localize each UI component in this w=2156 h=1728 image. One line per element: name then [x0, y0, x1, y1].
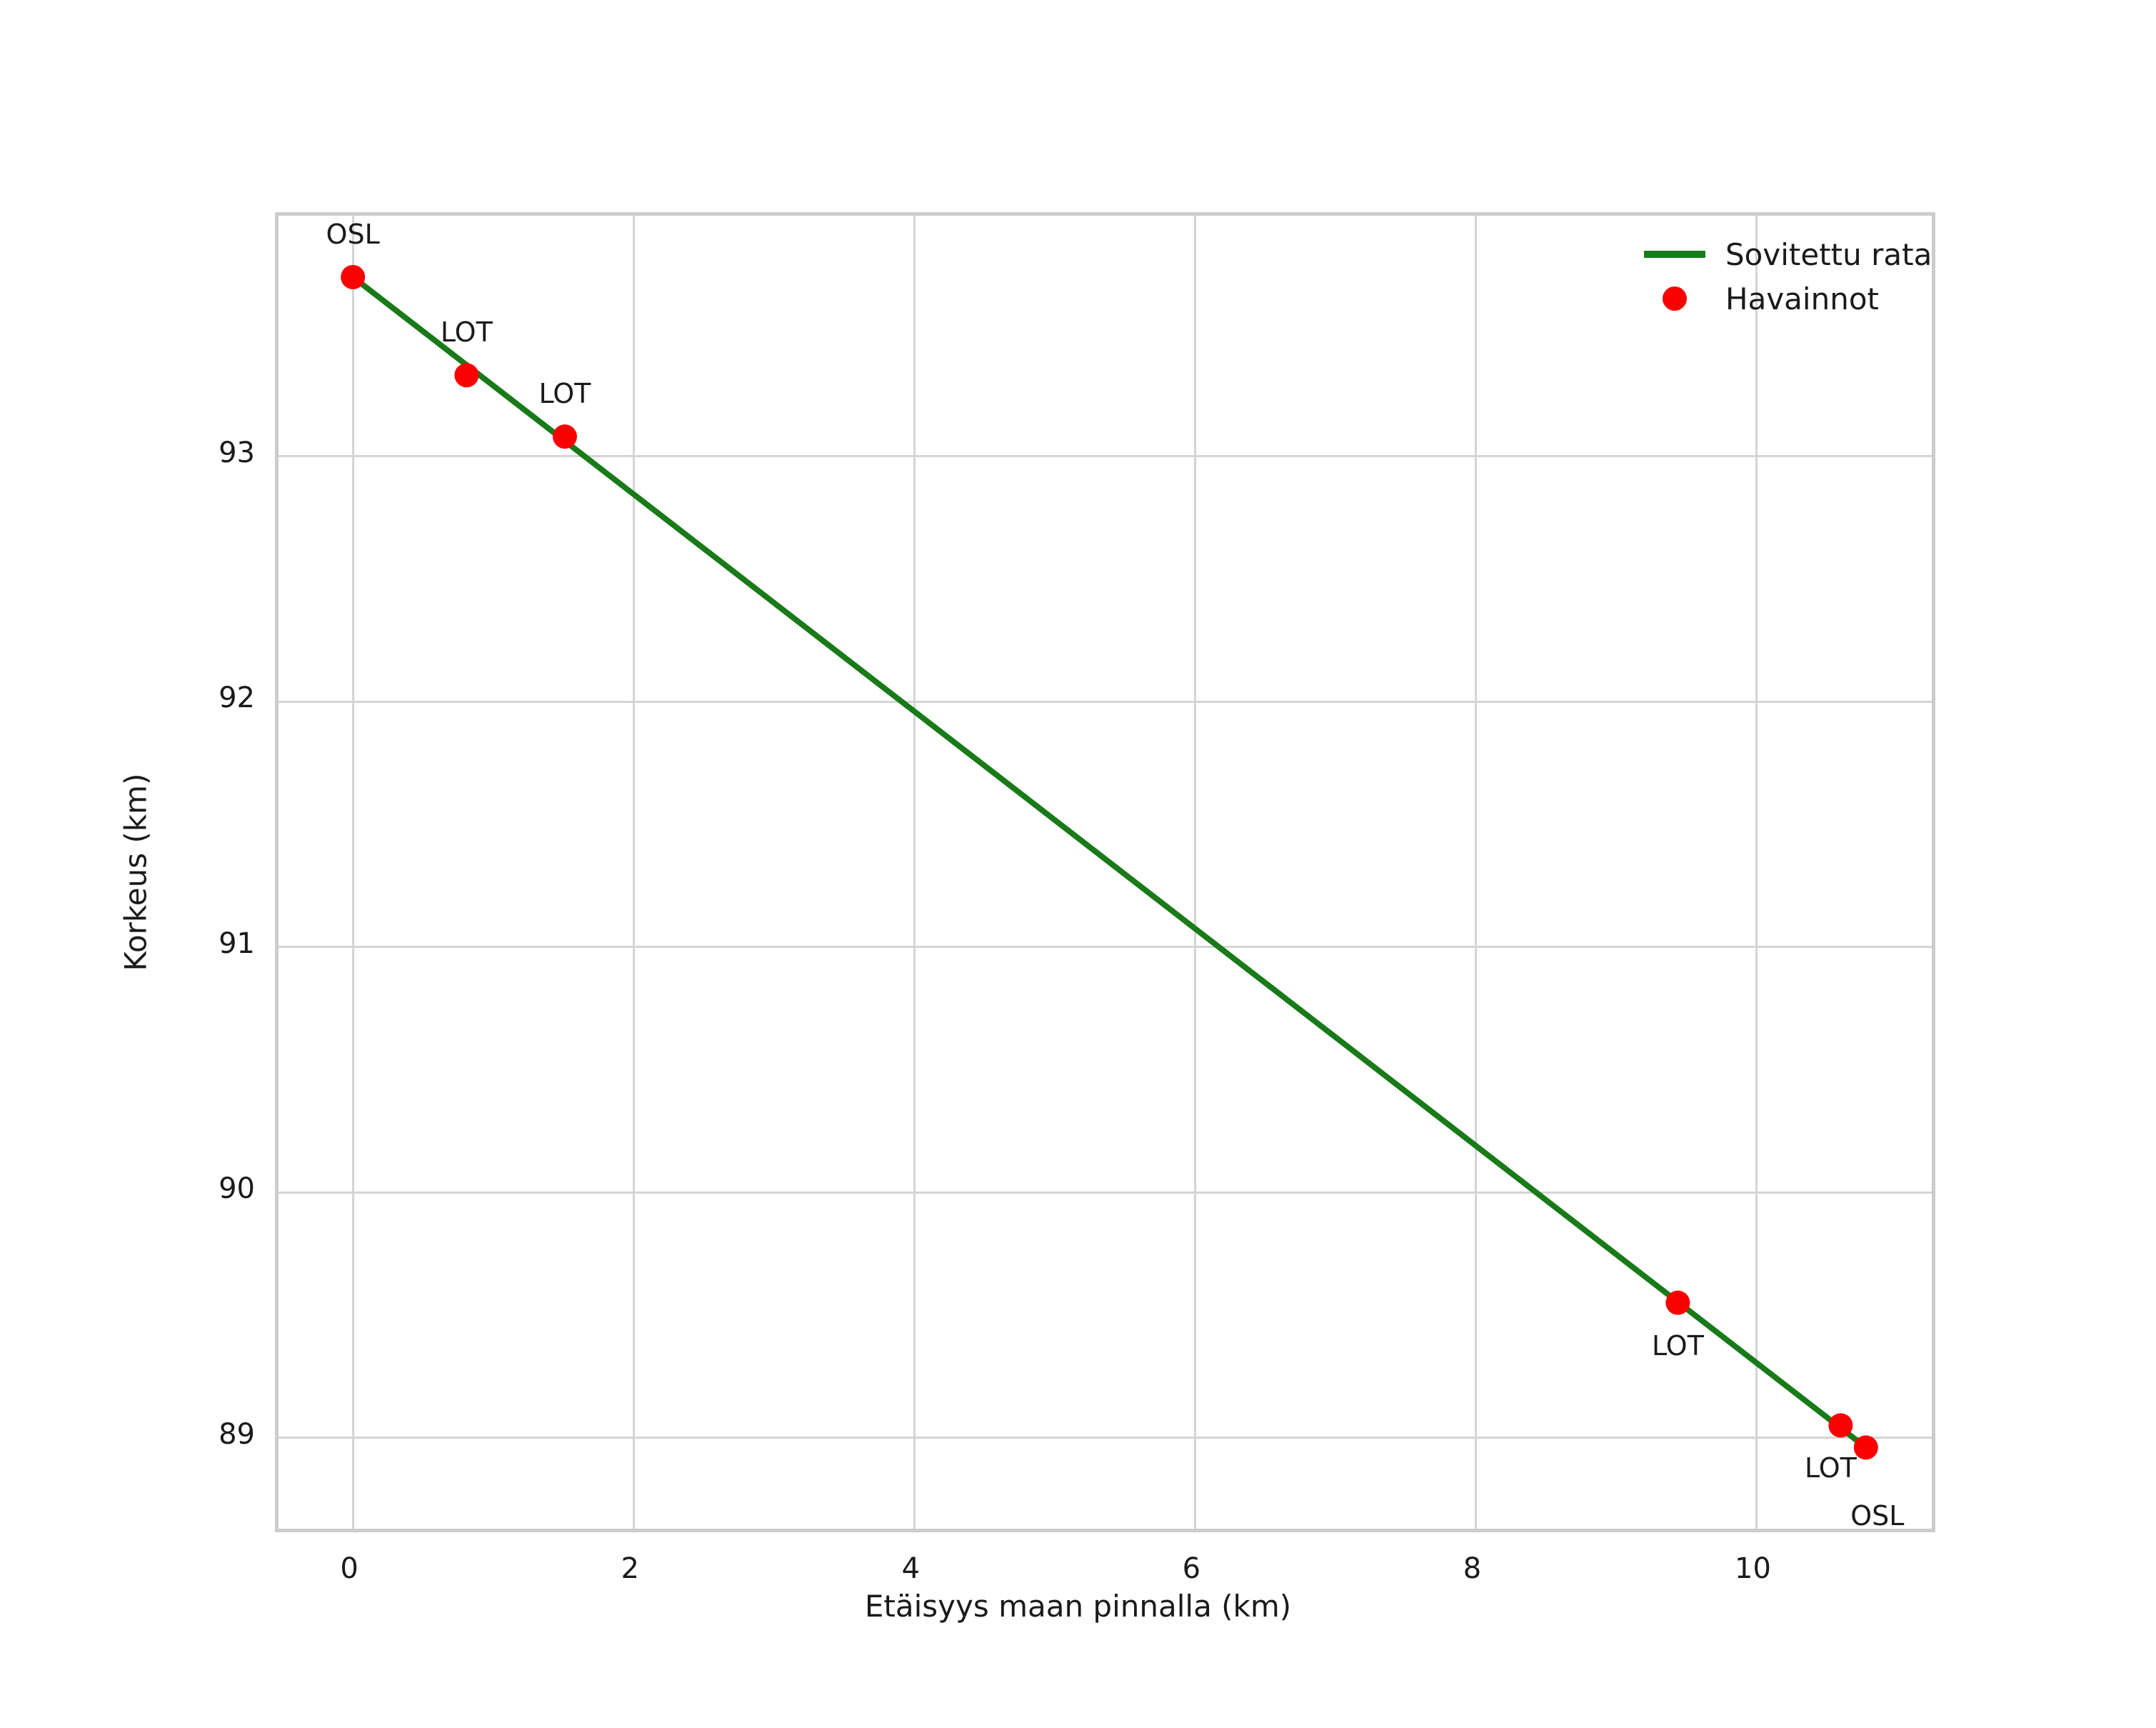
- x-tick-label: 4: [901, 1552, 921, 1585]
- plot-area: OSL LOT LOT LOT LOT OSL: [275, 212, 1935, 1532]
- circle-marker-icon: [1663, 286, 1687, 311]
- gridline-vertical: [1193, 216, 1196, 1529]
- data-point-marker[interactable]: [1853, 1435, 1878, 1460]
- y-tick-label: 89: [219, 1417, 255, 1451]
- legend-marker-swatch: [1643, 284, 1707, 313]
- gridline-vertical: [351, 216, 354, 1529]
- line-icon: [1644, 251, 1705, 258]
- legend-item-fit-line[interactable]: Sovitettu rata: [1643, 232, 1978, 276]
- fitted-trajectory-line: [350, 274, 1869, 1451]
- y-tick-label: 91: [219, 927, 255, 960]
- y-tick-label: 90: [219, 1172, 255, 1206]
- gridline-horizontal: [279, 1191, 1932, 1194]
- data-point-label: LOT: [538, 378, 591, 410]
- gridline-vertical: [1755, 216, 1758, 1529]
- data-point-label: LOT: [440, 316, 493, 349]
- x-tick-label: 8: [1463, 1552, 1482, 1585]
- x-tick-label: 6: [1182, 1552, 1201, 1585]
- gridline-horizontal: [279, 455, 1932, 458]
- data-point-marker[interactable]: [454, 363, 479, 388]
- data-point-label: LOT: [1651, 1329, 1704, 1362]
- y-axis-title: Korkeus (km): [118, 773, 154, 972]
- x-axis-title: Etäisyys maan pinnalla (km): [864, 1589, 1292, 1624]
- legend-item-observations[interactable]: Havainnot: [1643, 276, 1978, 321]
- data-point-marker[interactable]: [341, 264, 366, 289]
- y-tick-label: 92: [219, 681, 255, 715]
- gridline-vertical: [632, 216, 635, 1529]
- chart-legend: Sovitettu rata Havainnot: [1643, 232, 1978, 321]
- x-tick-label: 2: [621, 1552, 639, 1585]
- data-point-label: OSL: [1850, 1500, 1905, 1532]
- data-point-label: LOT: [1804, 1452, 1857, 1484]
- gridline-horizontal: [279, 700, 1932, 703]
- data-point-marker[interactable]: [1665, 1290, 1690, 1315]
- legend-line-swatch: [1643, 240, 1707, 269]
- x-tick-label: 0: [340, 1552, 359, 1585]
- data-point-marker[interactable]: [1828, 1413, 1853, 1438]
- legend-label-observations: Havainnot: [1725, 281, 1879, 316]
- legend-label-fit-line: Sovitettu rata: [1725, 236, 1932, 272]
- gridline-vertical: [1474, 216, 1477, 1529]
- data-layer: [341, 264, 1878, 1460]
- gridline-horizontal: [279, 946, 1932, 949]
- gridline-vertical: [913, 216, 916, 1529]
- gridline-horizontal: [279, 1437, 1932, 1439]
- data-point-label: OSL: [326, 218, 380, 250]
- y-tick-label: 93: [219, 436, 255, 469]
- data-point-marker[interactable]: [552, 424, 577, 449]
- x-tick-label: 10: [1735, 1552, 1771, 1585]
